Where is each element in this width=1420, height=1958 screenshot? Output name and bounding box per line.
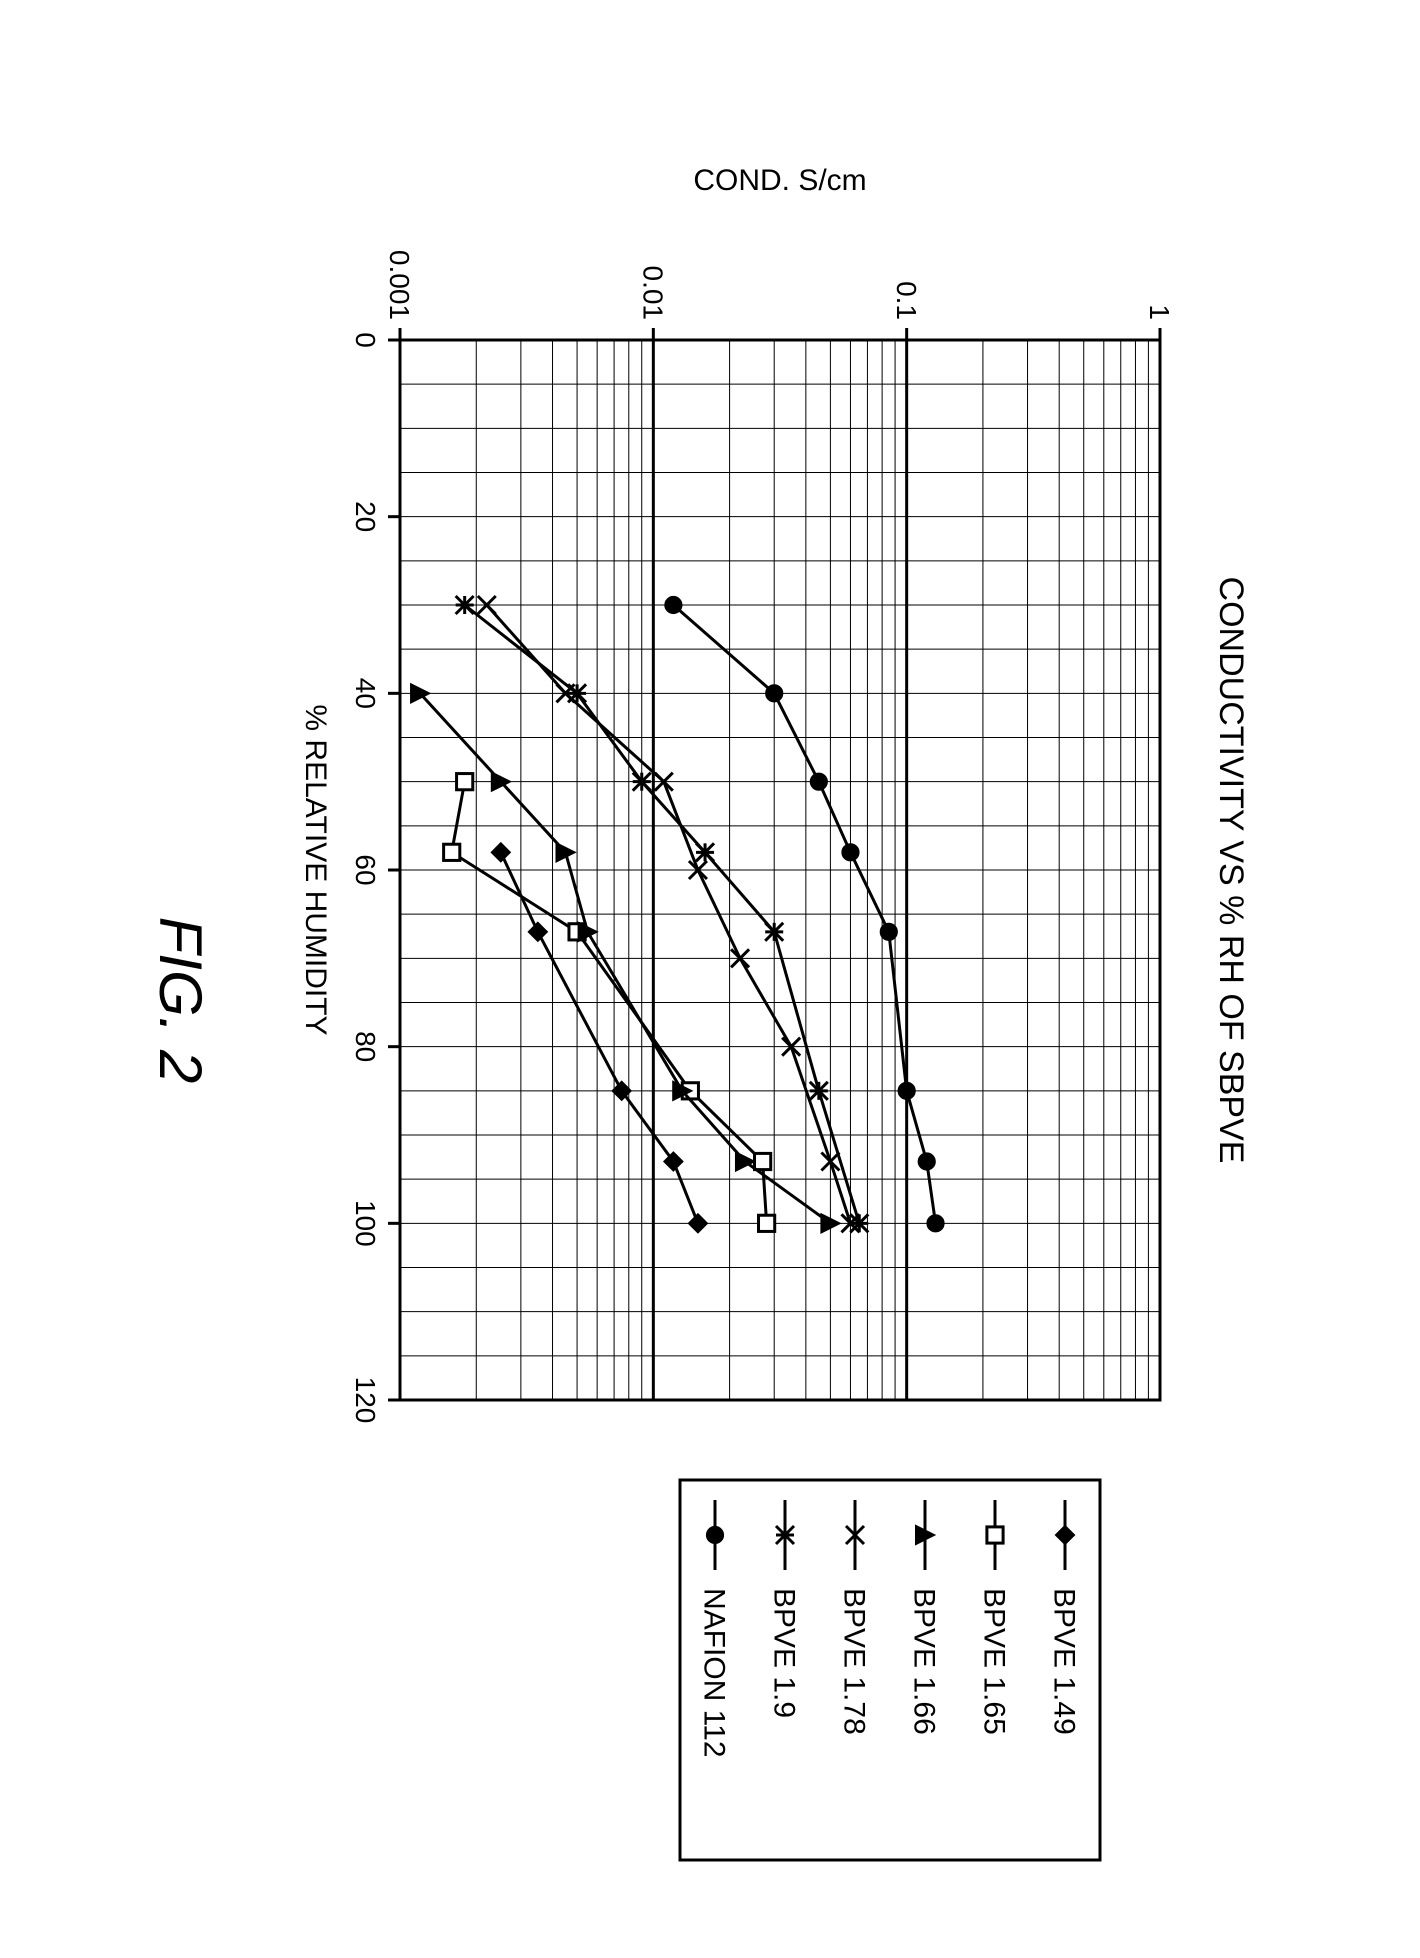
xtick-label: 20 [350,501,381,532]
legend-label: BPVE 1.49 [1048,1588,1081,1735]
ytick-label: 1 [1144,304,1175,320]
ytick-label: 0.01 [638,266,669,321]
figure-label: FIG. 2 [147,917,214,1084]
legend: BPVE 1.49 BPVE 1.65 BPVE 1.66 BPVE 1.78 BPVE… [680,1480,1100,1860]
xtick-label: 60 [350,854,381,885]
y-axis-label: COND. S/cm [693,164,866,197]
legend-label: NAFION 112 [698,1588,731,1758]
legend-label: BPVE 1.65 [978,1588,1011,1735]
xtick-label: 100 [350,1200,381,1247]
xtick-label: 0 [350,332,381,348]
x-axis-label: % RELATIVE HUMIDITY [299,704,332,1035]
xtick-label: 80 [350,1031,381,1062]
legend-label: BPVE 1.9 [768,1588,801,1718]
legend-label: BPVE 1.66 [908,1588,941,1735]
ytick-label: 0.001 [384,250,415,320]
ytick-label: 0.1 [891,281,922,320]
chart-canvas: 0 20 40 60 80 100 120 0.001 0.01 0.1 1 CONDUCTIVITY… [0,0,1420,1958]
xtick-label: 40 [350,678,381,709]
xtick-label: 120 [350,1377,381,1424]
legend-label: BPVE 1.78 [838,1588,871,1735]
chart-title: CONDUCTIVITY VS % RH OF SBPVE [1212,577,1250,1164]
